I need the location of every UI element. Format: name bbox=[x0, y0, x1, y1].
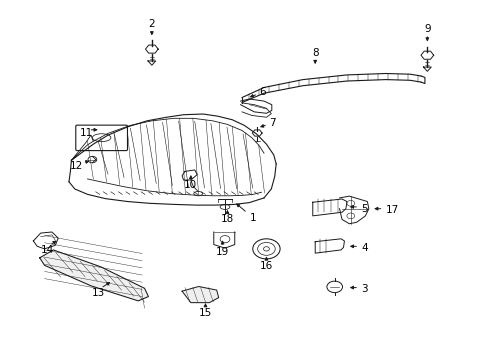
Text: 17: 17 bbox=[385, 206, 398, 216]
Text: 12: 12 bbox=[69, 161, 83, 171]
Text: 8: 8 bbox=[311, 48, 318, 58]
Text: 2: 2 bbox=[148, 19, 155, 29]
Text: 6: 6 bbox=[259, 87, 265, 97]
Text: 9: 9 bbox=[423, 24, 430, 35]
Text: 18: 18 bbox=[221, 215, 234, 224]
Text: 15: 15 bbox=[199, 308, 212, 318]
Text: 19: 19 bbox=[216, 247, 229, 257]
Text: 5: 5 bbox=[361, 204, 367, 214]
Polygon shape bbox=[182, 287, 218, 303]
Text: 3: 3 bbox=[361, 284, 367, 294]
Text: 16: 16 bbox=[259, 261, 272, 271]
Polygon shape bbox=[40, 250, 148, 301]
Text: 14: 14 bbox=[41, 245, 54, 255]
Text: 13: 13 bbox=[91, 288, 104, 298]
Text: 7: 7 bbox=[268, 118, 275, 128]
Text: 4: 4 bbox=[361, 243, 367, 253]
Text: 1: 1 bbox=[249, 213, 256, 222]
Text: 11: 11 bbox=[79, 129, 92, 138]
Text: 10: 10 bbox=[184, 180, 197, 190]
